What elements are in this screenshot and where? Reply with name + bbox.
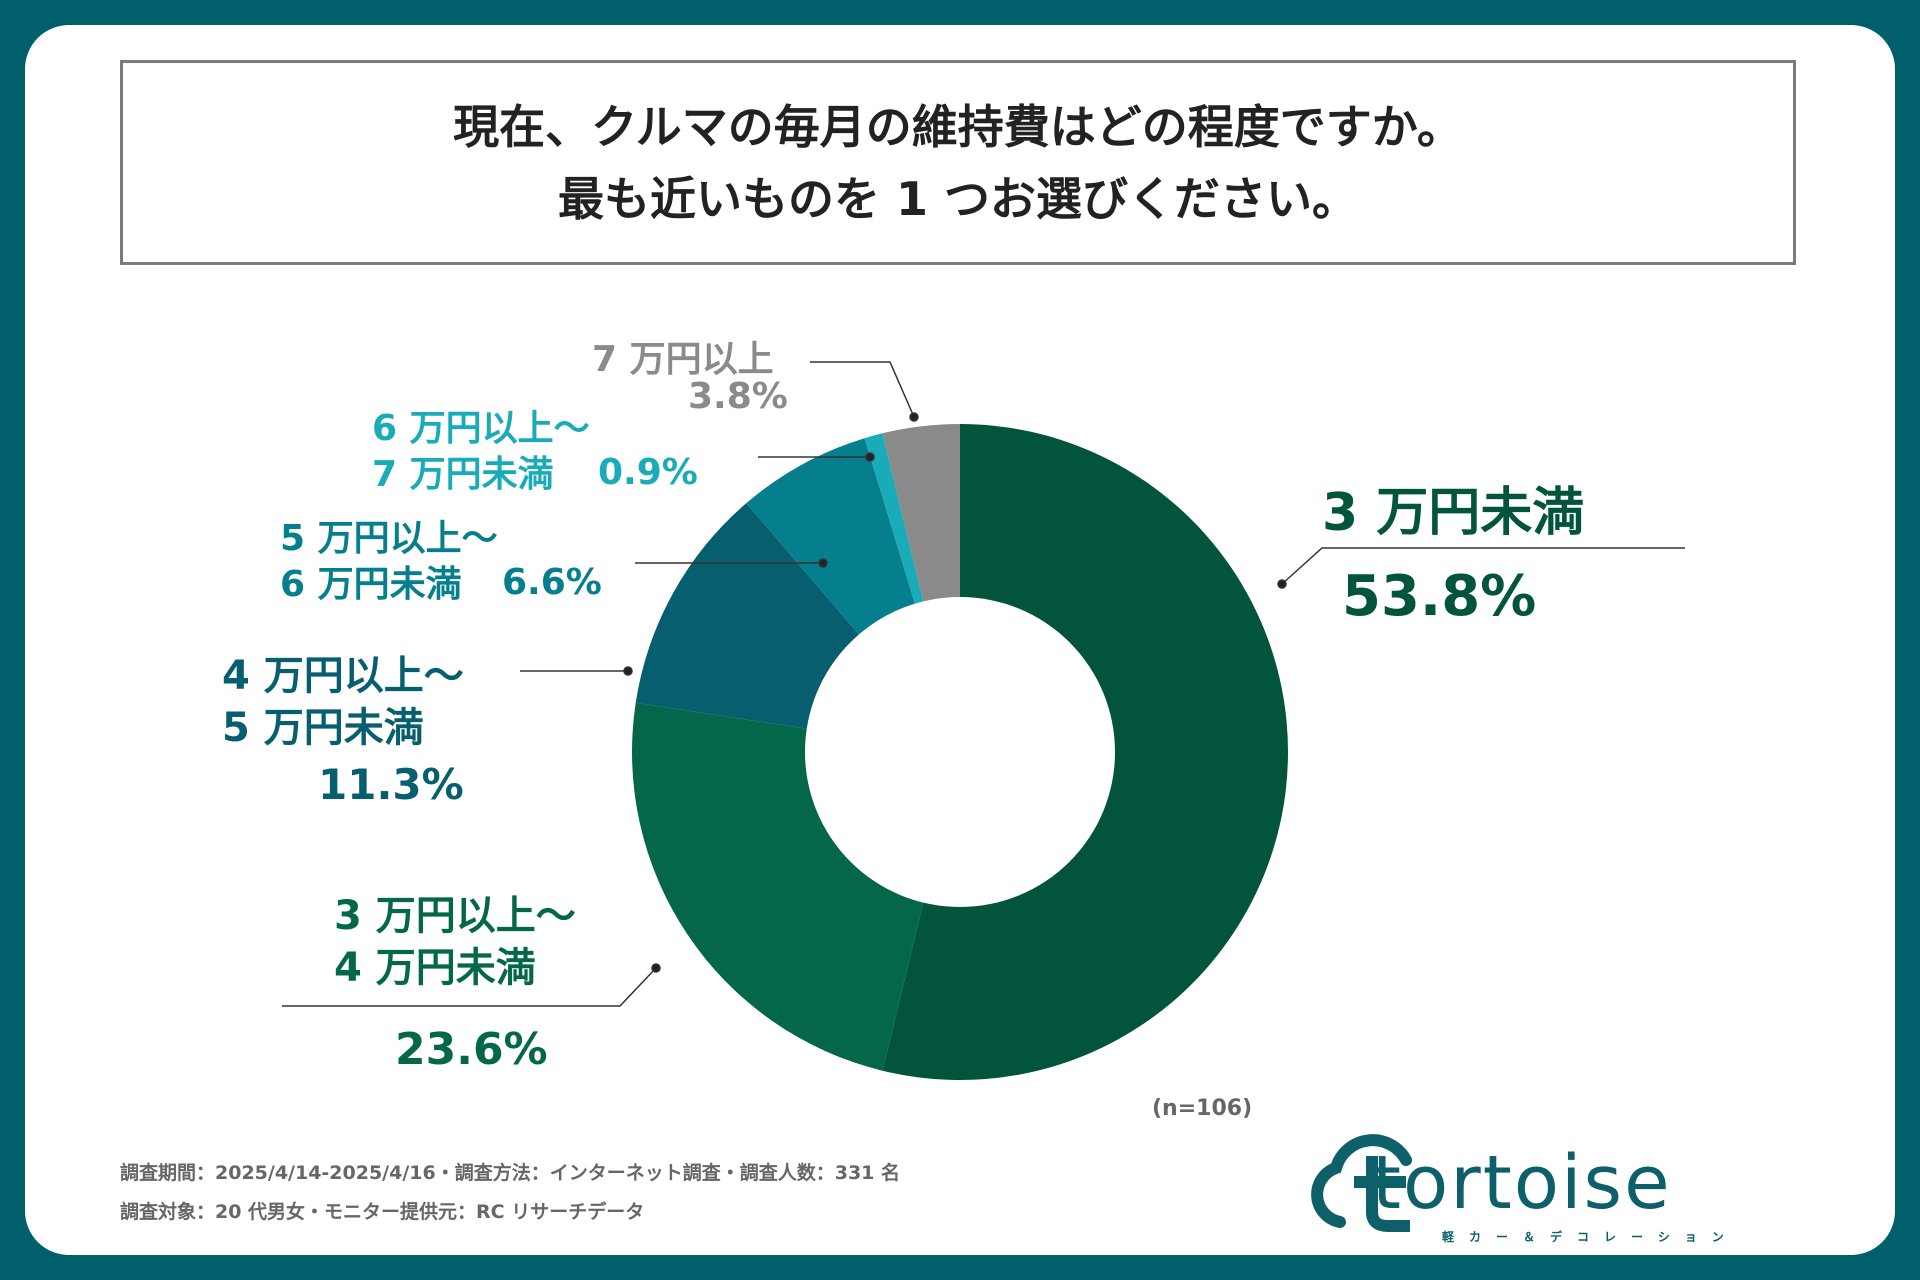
label-4-line2: 6 万円未満 — [280, 564, 462, 605]
footer-survey-target: 調査対象：20 代男女・モニター提供元：RC リサーチデータ — [120, 1201, 645, 1223]
label-4-category: 5 万円以上～ 6 万円未満 — [280, 516, 498, 608]
leader-dot-6 — [909, 412, 919, 422]
label-3-category: 4 万円以上～ 5 万円未満 — [222, 650, 464, 754]
footer-survey-info: 調査期間：2025/4/14-2025/4/16・調査方法：インターネット調査・… — [120, 1162, 901, 1184]
leader-dot-3 — [623, 666, 633, 676]
logo-wordmark: tortoise — [1372, 1140, 1672, 1226]
label-2-category: 3 万円以上～ 4 万円未満 — [334, 890, 576, 994]
label-6-category: 7 万円以上 — [592, 339, 774, 380]
tortoise-logo-icon — [1311, 1134, 1412, 1232]
title-line-1: 現在、クルマの毎月の維持費はどの程度ですか。 — [453, 99, 1463, 154]
label-3-line2: 5 万円未満 — [222, 705, 424, 751]
label-1-value: 53.8% — [1342, 564, 1537, 629]
label-2-line2: 4 万円未満 — [334, 945, 536, 991]
label-5-line2: 7 万円未満 — [372, 454, 554, 495]
label-2-value: 23.6% — [395, 1024, 548, 1075]
label-1-category: 3 万円未満 — [1322, 483, 1585, 543]
leader-dot-5 — [865, 452, 875, 462]
label-3-line1: 4 万円以上～ — [222, 653, 464, 699]
label-3-value: 11.3% — [318, 760, 464, 809]
leader-dot-2 — [651, 963, 661, 973]
leader-line-2 — [282, 967, 657, 1007]
title-line-2: 最も近いものを 1 つお選びください。 — [557, 171, 1359, 226]
label-5-line1: 6 万円以上～ — [372, 408, 590, 449]
leader-line-6 — [810, 361, 915, 418]
leader-dot-4 — [818, 558, 828, 568]
label-5-value: 0.9% — [598, 452, 698, 493]
leader-dot-1 — [1277, 579, 1287, 589]
label-2-line1: 3 万円以上～ — [334, 893, 576, 939]
sample-size-note: (n=106) — [1152, 1096, 1253, 1121]
label-4-line1: 5 万円以上～ — [280, 518, 498, 559]
donut-hole — [805, 597, 1115, 907]
question-title: 現在、クルマの毎月の維持費はどの程度ですか。 最も近いものを 1 つお選びくださ… — [120, 60, 1796, 265]
label-4-value: 6.6% — [502, 562, 602, 603]
leader-line-1 — [1281, 547, 1685, 585]
label-5-category: 6 万円以上～ 7 万円未満 — [372, 406, 590, 498]
label-6-value: 3.8% — [688, 376, 788, 417]
logo-subtitle: 軽カー＆デコレーション — [1442, 1230, 1739, 1244]
